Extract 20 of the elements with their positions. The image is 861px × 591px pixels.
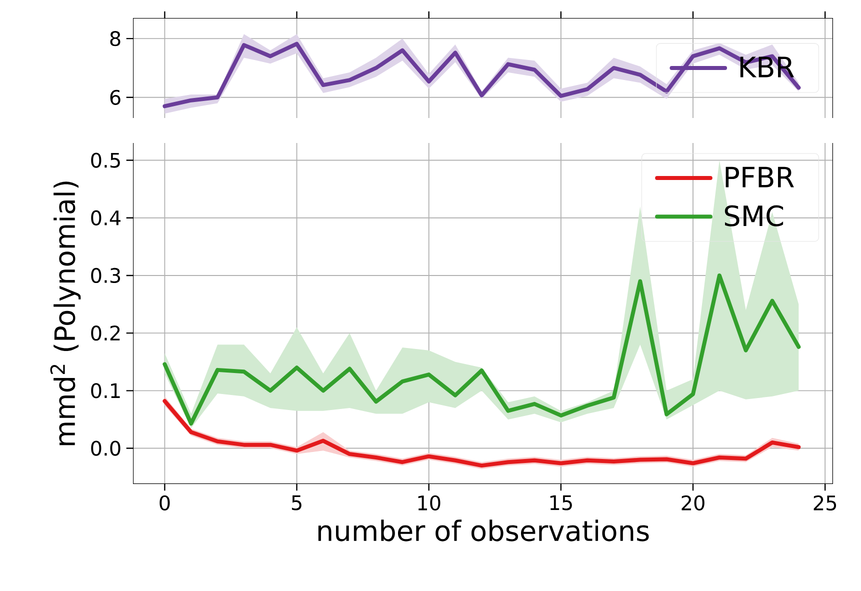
- x-axis-title: number of observations: [318, 520, 649, 542]
- y-tick-label: 0.5: [91, 152, 120, 168]
- x-tick-label: 0: [160, 495, 170, 510]
- x-tick-label: 10: [418, 495, 440, 510]
- x-tick-label: 5: [292, 495, 302, 510]
- y-tick-label: 0.0: [91, 440, 120, 456]
- x-tick-label: 15: [550, 495, 572, 510]
- y-tick-label: 8: [110, 31, 120, 46]
- x-tick-label: 25: [814, 495, 836, 510]
- legend-label: PFBR: [726, 166, 794, 188]
- line-series: [162, 273, 801, 426]
- y-tick-label: 0.2: [91, 326, 120, 341]
- legend-label: SMC: [724, 205, 784, 226]
- y-tick-label: 0.3: [91, 268, 120, 284]
- y-axis-title: mmd$^{2}$ (Polynomial): [50, 182, 81, 446]
- line-series: [162, 42, 801, 108]
- y-tick-label: 0.1: [91, 383, 120, 398]
- y-tick-label: 0.4: [91, 210, 121, 226]
- y-tick-label: 6: [110, 90, 120, 105]
- x-tick-label: 20: [682, 495, 704, 510]
